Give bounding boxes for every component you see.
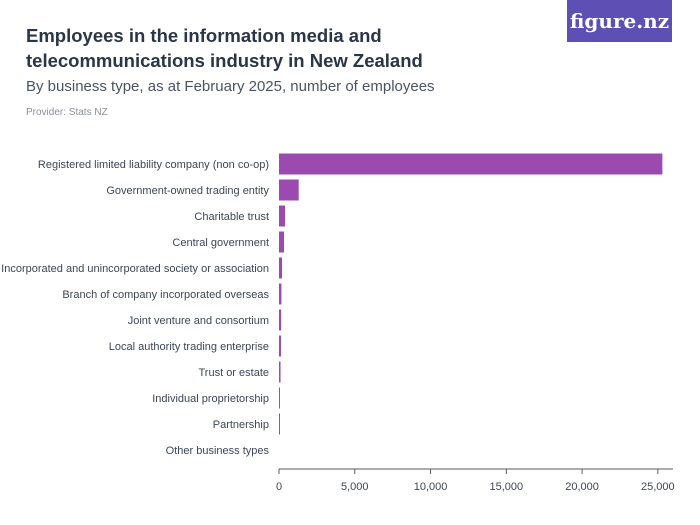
bar bbox=[279, 153, 663, 175]
figure-nz-logo[interactable]: figure.nz bbox=[567, 0, 672, 42]
chart-subtitle: By business type, as at February 2025, n… bbox=[26, 78, 435, 95]
category-label: Trust or estate bbox=[198, 367, 269, 379]
bar bbox=[279, 335, 281, 357]
bar bbox=[279, 231, 285, 253]
bar bbox=[279, 361, 281, 383]
x-tick-label: 25,000 bbox=[641, 481, 675, 493]
x-tick-label: 10,000 bbox=[414, 481, 448, 493]
category-label: Central government bbox=[172, 237, 269, 249]
category-label: Government-owned trading entity bbox=[106, 185, 269, 197]
bar bbox=[279, 387, 280, 409]
bar bbox=[279, 205, 286, 227]
category-label: Charitable trust bbox=[194, 211, 269, 223]
category-label: Individual proprietorship bbox=[152, 393, 269, 405]
category-label: Branch of company incorporated overseas bbox=[62, 289, 269, 301]
category-label: Other business types bbox=[166, 445, 270, 457]
category-label: Partnership bbox=[213, 419, 269, 431]
bar bbox=[279, 179, 299, 201]
bar bbox=[279, 257, 283, 279]
bar bbox=[279, 413, 280, 435]
category-label: Registered limited liability company (no… bbox=[38, 159, 269, 171]
x-tick-label: 0 bbox=[276, 481, 282, 493]
x-tick-label: 15,000 bbox=[489, 481, 523, 493]
x-tick-label: 5,000 bbox=[341, 481, 369, 493]
x-tick-label: 20,000 bbox=[565, 481, 599, 493]
bar bbox=[279, 309, 282, 331]
category-label: Incorporated and unincorporated society … bbox=[1, 263, 269, 275]
category-label: Local authority trading enterprise bbox=[109, 341, 269, 353]
chart-title: Employees in the information media and t… bbox=[26, 25, 423, 71]
provider-credit: Provider: Stats NZ bbox=[26, 107, 108, 118]
bar bbox=[279, 283, 282, 305]
category-label: Joint venture and consortium bbox=[128, 315, 269, 327]
